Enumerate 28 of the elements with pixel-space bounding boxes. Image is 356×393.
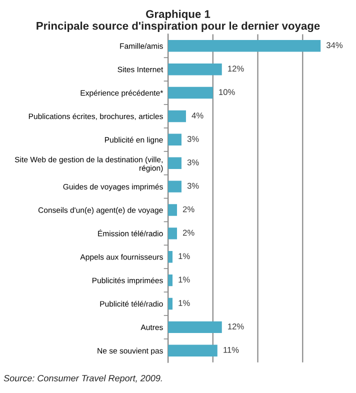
bar [168, 204, 178, 216]
data-label: 12% [228, 66, 244, 72]
data-label: 11% [224, 347, 239, 353]
bar [168, 110, 186, 122]
bar [168, 134, 182, 146]
bar [168, 40, 321, 52]
data-label: 1% [178, 276, 190, 283]
data-label: 34% [326, 42, 343, 48]
data-label: 1% [178, 300, 190, 306]
data-label: 2% [182, 206, 194, 212]
data-label: 2% [182, 230, 194, 236]
chart-subtitle: Principale source d'inspiration pour le dernier voyage [36, 22, 320, 32]
data-label: 1% [178, 253, 190, 260]
bar [168, 228, 178, 240]
chart-title: Graphique 1 [146, 10, 210, 20]
data-label: 10% [219, 89, 235, 96]
data-label: 4% [192, 112, 204, 118]
bar [168, 86, 213, 99]
bar [168, 180, 182, 192]
data-label: 3% [187, 182, 199, 189]
bar [168, 157, 182, 169]
bar [168, 63, 222, 76]
data-label: 3% [187, 159, 199, 166]
bar [168, 321, 222, 334]
data-label: 3% [187, 136, 199, 142]
bar [168, 344, 218, 356]
data-label: 12% [228, 324, 244, 330]
source-note: Source: Consumer Travel Report, 2009. [4, 374, 162, 384]
